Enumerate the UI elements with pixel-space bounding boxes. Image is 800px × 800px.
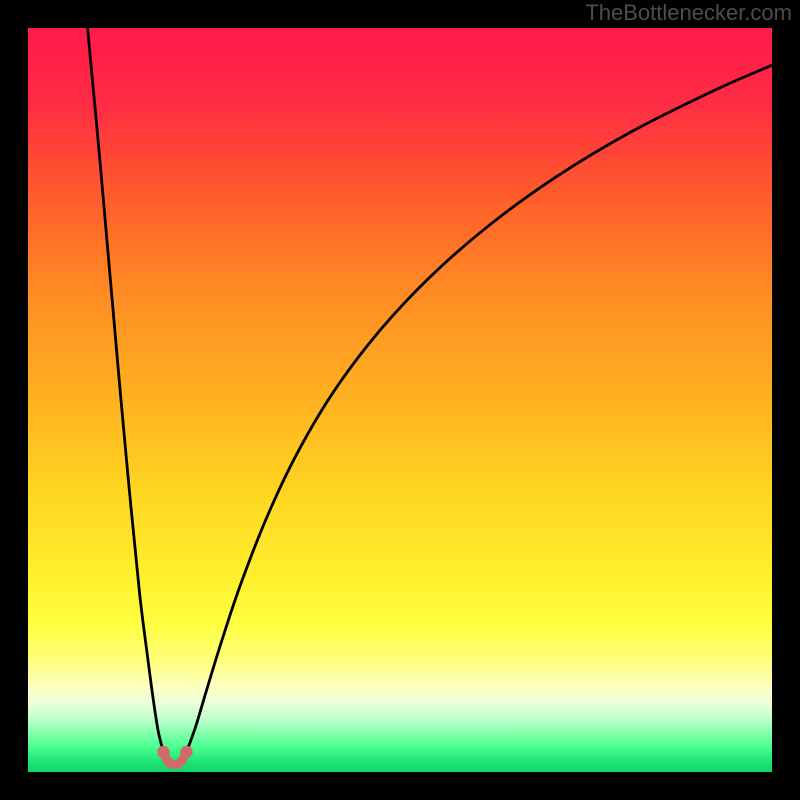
watermark-text: TheBottlenecker.com <box>585 0 792 26</box>
valley-endpoint-dot <box>180 746 192 758</box>
plot-area <box>28 28 772 772</box>
curve-valley-dots <box>157 746 192 758</box>
chart-container: TheBottlenecker.com <box>0 0 800 800</box>
valley-endpoint-dot <box>157 746 169 758</box>
curve-right-branch <box>186 65 772 752</box>
bottleneck-curve <box>28 28 772 772</box>
curve-left-branch <box>88 28 164 752</box>
